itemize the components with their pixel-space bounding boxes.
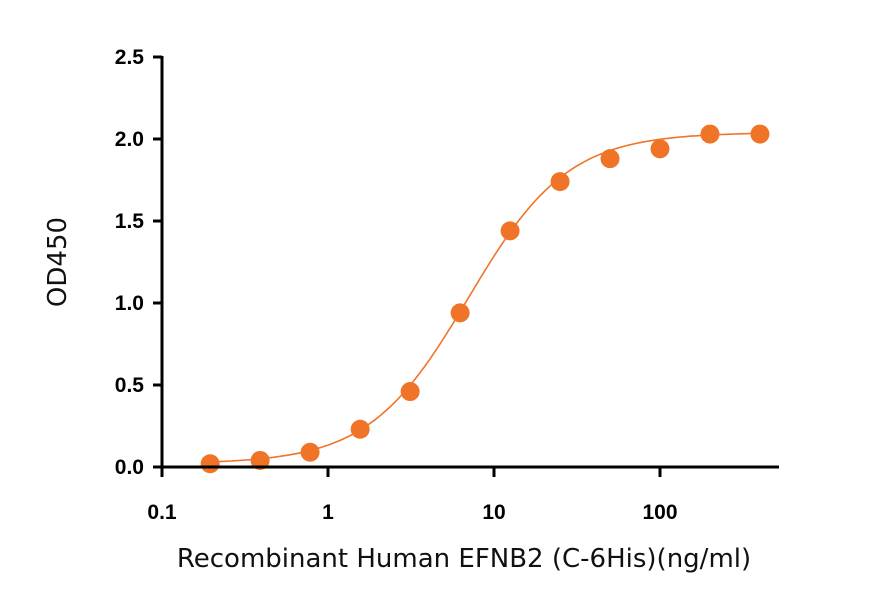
data-point	[600, 149, 620, 169]
data-point	[200, 454, 220, 474]
data-point	[500, 221, 520, 241]
data-point	[250, 450, 270, 470]
x-tick-label: 0.1	[147, 501, 177, 524]
data-point	[450, 303, 470, 323]
fit-curve	[210, 132, 760, 463]
y-axis-label: OD450	[43, 217, 73, 307]
y-tick-label: 1.0	[115, 292, 144, 315]
data-point	[550, 172, 570, 192]
x-tick-label: 100	[642, 501, 677, 524]
data-point	[650, 139, 670, 159]
y-tick-label: 2.5	[115, 46, 145, 69]
y-tick-label: 1.5	[115, 210, 145, 233]
x-tick-label: 1	[322, 501, 334, 524]
x-axis-label: Recombinant Human EFNB2 (C-6His)(ng/ml)	[177, 544, 751, 574]
data-point	[400, 382, 420, 402]
data-point	[700, 124, 720, 144]
y-tick-label: 2.0	[115, 128, 144, 151]
x-tick-label: 10	[482, 501, 505, 524]
y-tick-label: 0.0	[115, 456, 144, 479]
y-tick-label: 0.5	[115, 374, 145, 397]
data-point	[300, 442, 320, 462]
data-point	[350, 419, 370, 439]
data-point	[750, 124, 770, 144]
